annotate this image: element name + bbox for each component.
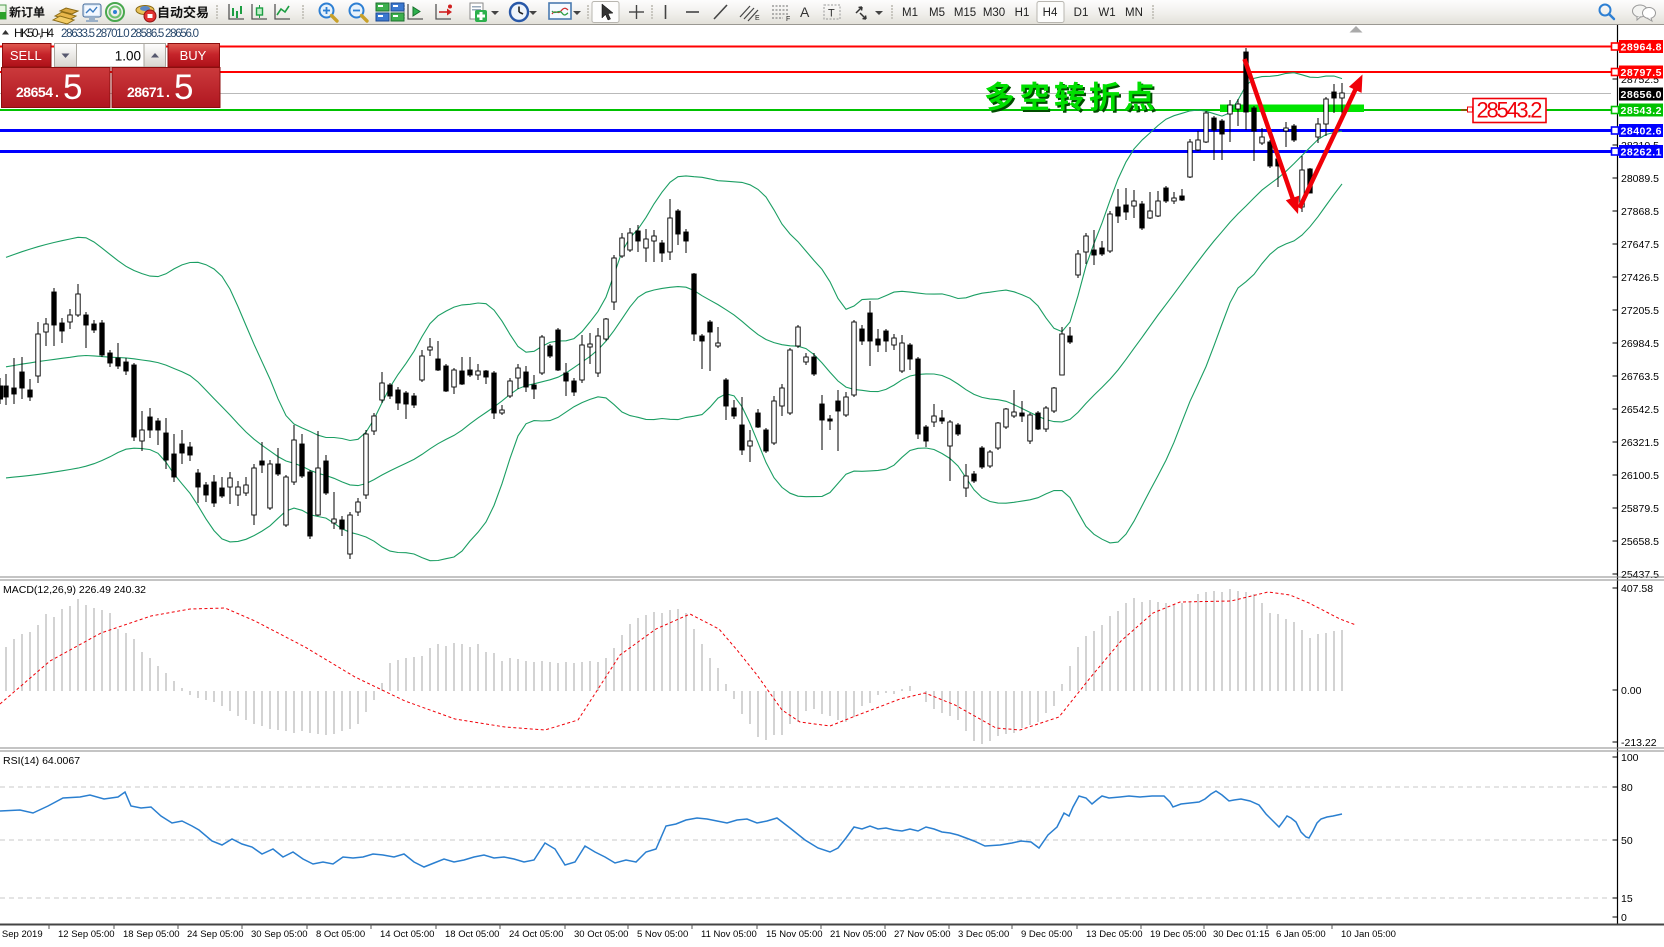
svg-text:1.00: 1.00 — [115, 49, 141, 64]
svg-text:28402.6: 28402.6 — [1621, 125, 1662, 137]
svg-text:28089.5: 28089.5 — [1621, 173, 1659, 185]
svg-text:M15: M15 — [954, 7, 976, 19]
svg-text:10 Jan 05:00: 10 Jan 05:00 — [1341, 929, 1396, 940]
svg-text:6 Sep 2019: 6 Sep 2019 — [0, 929, 43, 940]
svg-text:18 Sep 05:00: 18 Sep 05:00 — [123, 929, 180, 940]
svg-text:MN: MN — [1125, 7, 1143, 19]
svg-text:.: . — [55, 84, 59, 100]
svg-text:30 Dec 01:15: 30 Dec 01:15 — [1213, 929, 1270, 940]
svg-text:M1: M1 — [902, 7, 918, 19]
svg-text:80: 80 — [1621, 782, 1633, 794]
svg-text:T: T — [828, 8, 835, 20]
svg-text:21 Nov 05:00: 21 Nov 05:00 — [830, 929, 887, 940]
svg-text:W1: W1 — [1098, 7, 1115, 19]
svg-text:9 Dec 05:00: 9 Dec 05:00 — [1021, 929, 1072, 940]
svg-text:E: E — [755, 15, 760, 22]
svg-text:12 Sep 05:00: 12 Sep 05:00 — [58, 929, 115, 940]
svg-text:-213.22: -213.22 — [1621, 737, 1657, 749]
svg-text:5: 5 — [174, 68, 193, 107]
svg-text:6 Jan 05:00: 6 Jan 05:00 — [1276, 929, 1326, 940]
svg-text:25879.5: 25879.5 — [1621, 503, 1659, 515]
svg-text:28964.8: 28964.8 — [1621, 41, 1662, 53]
svg-text:M30: M30 — [983, 7, 1005, 19]
svg-text:26321.5: 26321.5 — [1621, 437, 1659, 449]
svg-text:28671: 28671 — [127, 84, 164, 100]
svg-text:28543.2: 28543.2 — [1621, 105, 1662, 117]
svg-text:.: . — [166, 84, 170, 100]
svg-text:A: A — [800, 4, 810, 20]
svg-text:27205.5: 27205.5 — [1621, 305, 1659, 317]
svg-text:H1: H1 — [1015, 7, 1030, 19]
svg-text:H4: H4 — [1043, 7, 1058, 19]
svg-text:8 Oct 05:00: 8 Oct 05:00 — [316, 929, 365, 940]
svg-text:24 Sep 05:00: 24 Sep 05:00 — [187, 929, 244, 940]
svg-text:D1: D1 — [1074, 7, 1089, 19]
svg-text:M5: M5 — [929, 7, 945, 19]
svg-text:28797.5: 28797.5 — [1621, 67, 1662, 79]
svg-text:27647.5: 27647.5 — [1621, 239, 1659, 251]
svg-text:0.00: 0.00 — [1621, 685, 1642, 697]
svg-text:28654: 28654 — [16, 84, 53, 100]
svg-text:0: 0 — [1621, 912, 1627, 924]
svg-text:13 Dec 05:00: 13 Dec 05:00 — [1086, 929, 1143, 940]
svg-text:50: 50 — [1621, 835, 1633, 847]
svg-text:25437.5: 25437.5 — [1621, 569, 1659, 581]
svg-text:26984.5: 26984.5 — [1621, 338, 1659, 350]
svg-text:RSI(14) 64.0067: RSI(14) 64.0067 — [3, 755, 80, 767]
svg-text:27426.5: 27426.5 — [1621, 272, 1659, 284]
svg-text:25658.5: 25658.5 — [1621, 536, 1659, 548]
svg-text:26763.5: 26763.5 — [1621, 371, 1659, 383]
svg-text:28633.5 28701.0 28586.5 28656.: 28633.5 28701.0 28586.5 28656.0 — [61, 28, 199, 40]
svg-text:F: F — [786, 16, 790, 23]
svg-text:14 Oct 05:00: 14 Oct 05:00 — [380, 929, 434, 940]
svg-text:15 Nov 05:00: 15 Nov 05:00 — [766, 929, 823, 940]
svg-text:24 Oct 05:00: 24 Oct 05:00 — [509, 929, 563, 940]
svg-text:11 Nov 05:00: 11 Nov 05:00 — [701, 929, 757, 940]
svg-text:5 Nov 05:00: 5 Nov 05:00 — [637, 929, 688, 940]
svg-text:SELL: SELL — [10, 48, 42, 63]
svg-text:26100.5: 26100.5 — [1621, 470, 1659, 482]
svg-text:18 Oct 05:00: 18 Oct 05:00 — [445, 929, 499, 940]
svg-text:30 Oct 05:00: 30 Oct 05:00 — [574, 929, 628, 940]
svg-text:100: 100 — [1621, 752, 1639, 764]
svg-text:30 Sep 05:00: 30 Sep 05:00 — [251, 929, 308, 940]
svg-text:28543.2: 28543.2 — [1477, 98, 1543, 123]
svg-text:5: 5 — [63, 68, 82, 107]
svg-text:26542.5: 26542.5 — [1621, 404, 1659, 416]
svg-text:27868.5: 27868.5 — [1621, 206, 1659, 218]
svg-text:BUY: BUY — [180, 48, 207, 63]
svg-text:15: 15 — [1621, 893, 1633, 905]
svg-text:3 Dec 05:00: 3 Dec 05:00 — [958, 929, 1009, 940]
svg-text:19 Dec 05:00: 19 Dec 05:00 — [1150, 929, 1207, 940]
svg-text:28656.0: 28656.0 — [1621, 89, 1662, 101]
svg-text:27 Nov 05:00: 27 Nov 05:00 — [894, 929, 951, 940]
svg-text:MACD(12,26,9) 226.49 240.32: MACD(12,26,9) 226.49 240.32 — [3, 584, 146, 596]
svg-text:HK50-,H4: HK50-,H4 — [14, 26, 54, 40]
svg-text:407.58: 407.58 — [1621, 583, 1653, 595]
svg-text:28262.1: 28262.1 — [1621, 146, 1662, 158]
